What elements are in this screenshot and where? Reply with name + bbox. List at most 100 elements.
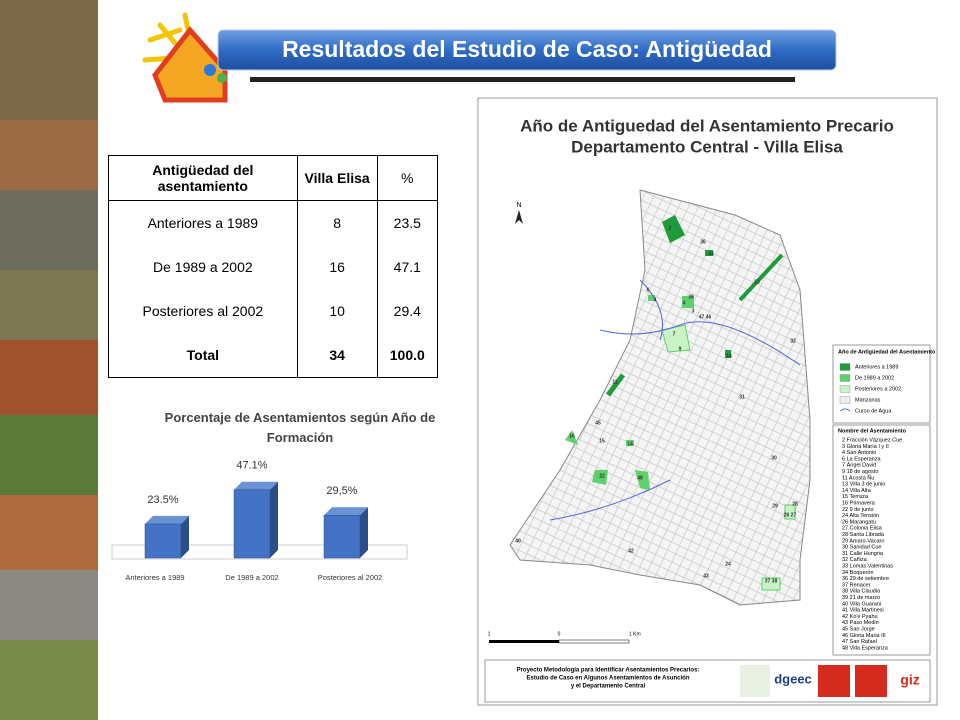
settlement-name: 14 Villa Alta bbox=[842, 488, 872, 494]
map-label: 14 bbox=[726, 353, 732, 359]
legend-swatch bbox=[839, 396, 851, 404]
table-row: De 1989 a 2002 16 47.1 bbox=[108, 245, 439, 289]
value-label: 23.5% bbox=[147, 494, 178, 506]
map-label: 34 bbox=[708, 251, 714, 257]
settlement-name: 33 Lomas Valentinas bbox=[842, 563, 893, 569]
map-label: 9 bbox=[679, 346, 682, 352]
footer-text: Estudio de Caso en Algunos Asentamientos… bbox=[526, 676, 689, 682]
map-label: 14 bbox=[627, 441, 633, 447]
settlement-name: 22 9 de junio bbox=[842, 507, 874, 513]
value-label: 29,5% bbox=[326, 485, 357, 497]
bar-top bbox=[234, 481, 278, 490]
settlement-name: 29 Amaro-Vacaro bbox=[842, 538, 884, 544]
legend-swatch bbox=[839, 363, 851, 371]
data-table: Antigüedad del asentamiento Villa Elisa% A… bbox=[108, 155, 439, 378]
legend-swatch bbox=[839, 385, 851, 393]
settlement-name: 40 Villa Guarani bbox=[842, 601, 881, 607]
map-label: 36 bbox=[700, 239, 706, 245]
legend-item: Manzanas bbox=[855, 397, 881, 403]
map-label: 42 bbox=[628, 548, 634, 554]
settlement-name: 13 Villa 3 de junio bbox=[842, 482, 885, 488]
scale-label: 1 bbox=[488, 631, 491, 637]
map-label: 37 38 bbox=[765, 578, 778, 584]
slide-title: Resultados del Estudio de Caso: Antigüed… bbox=[282, 36, 772, 62]
legend-item: De 1989 a 2002 bbox=[855, 375, 894, 381]
map-label: 2 bbox=[669, 225, 672, 231]
photo-strip bbox=[0, 0, 98, 720]
category-label: Anteriores a 1989 bbox=[125, 573, 184, 582]
header-cell: % bbox=[376, 155, 439, 201]
chart-title: Porcentaje de Asentamientos según Año de… bbox=[164, 410, 436, 445]
table-cell: 47.1 bbox=[376, 245, 439, 289]
map-label: 39 bbox=[688, 294, 694, 300]
map-label: 4 bbox=[654, 297, 657, 303]
logo-text: dgeec bbox=[774, 671, 812, 686]
settlement-name: 36 29 de setiembre bbox=[842, 576, 889, 582]
scale-label: 1 Km bbox=[629, 631, 641, 637]
map-label: 24 bbox=[725, 561, 731, 567]
settlement-name: 26 Marangatu bbox=[842, 519, 876, 525]
scale-label: 0 bbox=[558, 631, 561, 637]
logo-box bbox=[740, 665, 770, 697]
settlements bbox=[549, 215, 801, 591]
map-label: 30 bbox=[771, 455, 777, 461]
table-cell: 100.0 bbox=[376, 333, 439, 378]
table-cell: De 1989 a 2002 bbox=[108, 245, 298, 289]
table-cell: 34 bbox=[296, 333, 378, 378]
header-cell: Villa Elisa bbox=[296, 155, 378, 201]
map-label: 4 bbox=[683, 300, 686, 306]
table-cell: 23.5 bbox=[376, 200, 439, 245]
settlement-name: 16 Primavera bbox=[842, 500, 876, 506]
legend-swatch bbox=[839, 408, 851, 412]
settlement-name: 15 Terraza bbox=[842, 494, 869, 500]
north-label: N bbox=[516, 202, 521, 209]
map-label: 43 bbox=[703, 573, 709, 579]
bar bbox=[144, 523, 182, 559]
bar bbox=[323, 514, 361, 559]
settlement-name: 30 Sanidad Cue bbox=[842, 545, 881, 551]
title-underline bbox=[250, 77, 795, 82]
legend-swatch bbox=[839, 374, 851, 382]
north-arrow bbox=[515, 210, 523, 224]
map-label: 22 bbox=[599, 473, 605, 479]
table-cell: Anteriores a 1989 bbox=[108, 200, 298, 245]
legend-item: Anteriores a 1989 bbox=[855, 364, 898, 370]
map-label: 11 bbox=[612, 379, 618, 385]
settlement-name: 43 Paso Medin bbox=[842, 620, 879, 626]
scale-bar bbox=[489, 639, 630, 644]
table-row: Anteriores a 1989 8 23.5 bbox=[108, 200, 439, 245]
settlement-name: 47 San Rafael bbox=[842, 639, 877, 645]
map-label: 47 46 bbox=[699, 314, 712, 320]
legend-title: Año de Antigüedad del Asentamiento bbox=[838, 349, 936, 355]
map-label: 7 bbox=[673, 331, 676, 337]
legend-item: Posteriores a 2002 bbox=[855, 386, 901, 392]
settlement-name: 27 Colonia Elisa bbox=[842, 526, 883, 532]
bar bbox=[233, 489, 271, 559]
bar-side bbox=[360, 507, 368, 558]
footer-text: y el Departamento Central bbox=[571, 684, 646, 690]
map-label: 6 bbox=[647, 287, 650, 293]
settlement-name: 6 La Esperanza bbox=[842, 456, 881, 462]
map-label: 3 bbox=[692, 308, 695, 314]
settlement-name: 46 Gloria Maria III bbox=[842, 633, 886, 639]
map-label: 31 bbox=[739, 394, 745, 400]
settlement-name: 4 San Antonio bbox=[842, 450, 876, 456]
map-label: 45 bbox=[595, 420, 601, 426]
category-label: Posteriores al 2002 bbox=[318, 573, 383, 582]
category-label: De 1989 a 2002 bbox=[225, 573, 278, 582]
settlement-name: 41 Villa Martinesi bbox=[842, 608, 884, 614]
settlement-name: 48 Villa Esperanza bbox=[842, 645, 889, 651]
settlement-name: 11 Acosta Ñu bbox=[842, 474, 874, 481]
settlement-name: 3 Gloria María I y II bbox=[842, 444, 889, 450]
bar-side bbox=[181, 515, 189, 558]
names-title: Nombre del Asentamiento bbox=[838, 428, 907, 434]
logo bbox=[142, 12, 228, 103]
map-title: Año de Antiguedad del Asentamiento Preca… bbox=[520, 116, 894, 135]
map-label: 28 bbox=[792, 501, 798, 507]
settlement-name: 37 Renacer bbox=[842, 582, 871, 588]
settlement-name: 2 Fracción Vázquez Cue bbox=[842, 437, 902, 443]
logo-box bbox=[818, 665, 850, 697]
map-label: 13 bbox=[754, 279, 760, 285]
map-label: 15 bbox=[599, 438, 605, 444]
